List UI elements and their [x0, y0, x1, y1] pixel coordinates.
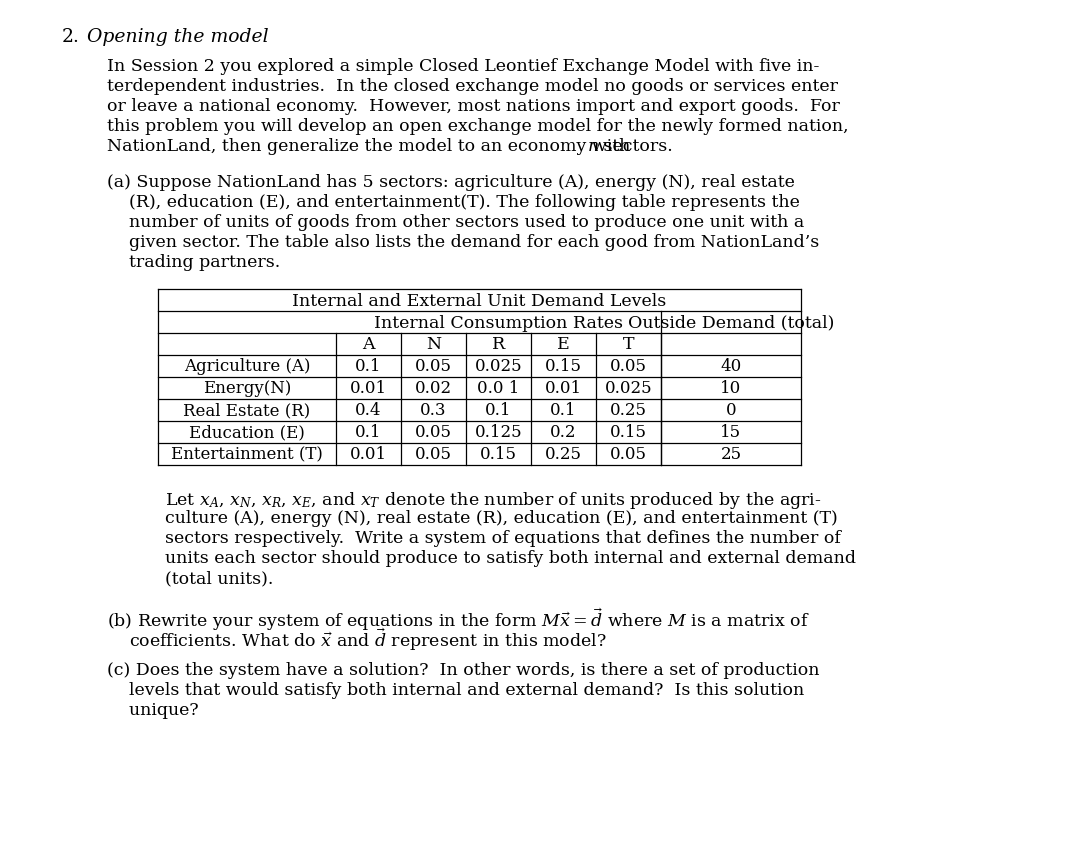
- Text: 0.15: 0.15: [545, 358, 582, 375]
- Text: 0.05: 0.05: [415, 446, 453, 463]
- Text: T: T: [623, 336, 634, 353]
- Text: culture (A), energy (N), real estate (R), education (E), and entertainment (T): culture (A), energy (N), real estate (R)…: [165, 510, 838, 527]
- Text: Education (E): Education (E): [189, 424, 305, 441]
- Text: levels that would satisfy both internal and external demand?  Is this solution: levels that would satisfy both internal …: [107, 681, 805, 698]
- Text: Internal Consumption Rates: Internal Consumption Rates: [374, 314, 623, 331]
- Text: terdependent industries.  In the closed exchange model no goods or services ente: terdependent industries. In the closed e…: [107, 78, 838, 95]
- Text: 0.25: 0.25: [545, 446, 582, 463]
- Text: sectors.: sectors.: [598, 138, 673, 154]
- Text: In Session 2 you explored a simple Closed Leontief Exchange Model with five in-: In Session 2 you explored a simple Close…: [107, 58, 820, 75]
- Text: (c) Does the system have a solution?  In other words, is there a set of producti: (c) Does the system have a solution? In …: [107, 661, 820, 679]
- Text: 0.1: 0.1: [355, 424, 381, 441]
- Text: 0.05: 0.05: [610, 446, 647, 463]
- Text: Entertainment (T): Entertainment (T): [171, 446, 323, 463]
- Text: Let $x_A$, $x_N$, $x_R$, $x_E$, and $x_T$ denote the number of units produced by: Let $x_A$, $x_N$, $x_R$, $x_E$, and $x_T…: [165, 490, 822, 511]
- Text: 0.2: 0.2: [550, 424, 577, 441]
- Text: Real Estate (R): Real Estate (R): [184, 402, 311, 419]
- Text: unique?: unique?: [107, 701, 199, 718]
- Text: 0.1: 0.1: [550, 402, 577, 419]
- Text: trading partners.: trading partners.: [107, 254, 280, 271]
- Text: 0.15: 0.15: [480, 446, 517, 463]
- Text: coefficients. What do $\vec{x}$ and $\vec{d}$ represent in this model?: coefficients. What do $\vec{x}$ and $\ve…: [107, 625, 607, 652]
- Text: Internal and External Unit Demand Levels: Internal and External Unit Demand Levels: [293, 292, 666, 309]
- Text: sectors respectively.  Write a system of equations that defines the number of: sectors respectively. Write a system of …: [165, 529, 841, 546]
- Text: 0.25: 0.25: [610, 402, 647, 419]
- Text: Agriculture (A): Agriculture (A): [184, 358, 310, 375]
- Text: 0.4: 0.4: [355, 402, 381, 419]
- Text: 0.01: 0.01: [350, 446, 387, 463]
- Text: N: N: [426, 336, 441, 353]
- Text: 0.02: 0.02: [415, 380, 453, 397]
- Text: NationLand, then generalize the model to an economy with: NationLand, then generalize the model to…: [107, 138, 636, 154]
- Text: n: n: [588, 138, 599, 154]
- Text: 40: 40: [720, 358, 742, 375]
- Text: Energy(N): Energy(N): [203, 380, 292, 397]
- Text: (b) Rewrite your system of equations in the form $M\vec{x} = \vec{d}$ where $M$ : (b) Rewrite your system of equations in …: [107, 605, 810, 632]
- Text: 15: 15: [720, 424, 742, 441]
- Text: 0.0 1: 0.0 1: [477, 380, 519, 397]
- Text: 0: 0: [726, 402, 737, 419]
- Text: number of units of goods from other sectors used to produce one unit with a: number of units of goods from other sect…: [107, 214, 805, 230]
- Text: Opening the model: Opening the model: [87, 28, 269, 46]
- Text: 0.1: 0.1: [355, 358, 381, 375]
- Text: 0.025: 0.025: [475, 358, 523, 375]
- Text: (total units).: (total units).: [165, 570, 273, 587]
- Text: 0.01: 0.01: [545, 380, 582, 397]
- Text: 0.15: 0.15: [610, 424, 647, 441]
- Text: 10: 10: [720, 380, 742, 397]
- Text: (a) Suppose NationLand has 5 sectors: agriculture (A), energy (N), real estate: (a) Suppose NationLand has 5 sectors: ag…: [107, 174, 795, 191]
- Text: 0.05: 0.05: [415, 424, 453, 441]
- Text: 0.05: 0.05: [610, 358, 647, 375]
- Text: A: A: [362, 336, 375, 353]
- Text: 0.1: 0.1: [485, 402, 512, 419]
- Text: given sector. The table also lists the demand for each good from NationLand’s: given sector. The table also lists the d…: [107, 234, 820, 251]
- Text: E: E: [557, 336, 570, 353]
- Text: 2.: 2.: [62, 28, 80, 46]
- Text: R: R: [491, 336, 505, 353]
- Text: units each sector should produce to satisfy both internal and external demand: units each sector should produce to sati…: [165, 549, 856, 566]
- Text: 0.01: 0.01: [350, 380, 387, 397]
- Text: 0.125: 0.125: [475, 424, 523, 441]
- Text: 0.025: 0.025: [605, 380, 652, 397]
- Text: 25: 25: [720, 446, 742, 463]
- Text: 0.05: 0.05: [415, 358, 453, 375]
- Text: or leave a national economy.  However, most nations import and export goods.  Fo: or leave a national economy. However, mo…: [107, 98, 840, 115]
- Text: (R), education (E), and entertainment(T). The following table represents the: (R), education (E), and entertainment(T)…: [107, 194, 800, 211]
- Text: 0.3: 0.3: [420, 402, 447, 419]
- Text: Outside Demand (total): Outside Demand (total): [627, 314, 834, 331]
- Text: this problem you will develop an open exchange model for the newly formed nation: this problem you will develop an open ex…: [107, 118, 849, 135]
